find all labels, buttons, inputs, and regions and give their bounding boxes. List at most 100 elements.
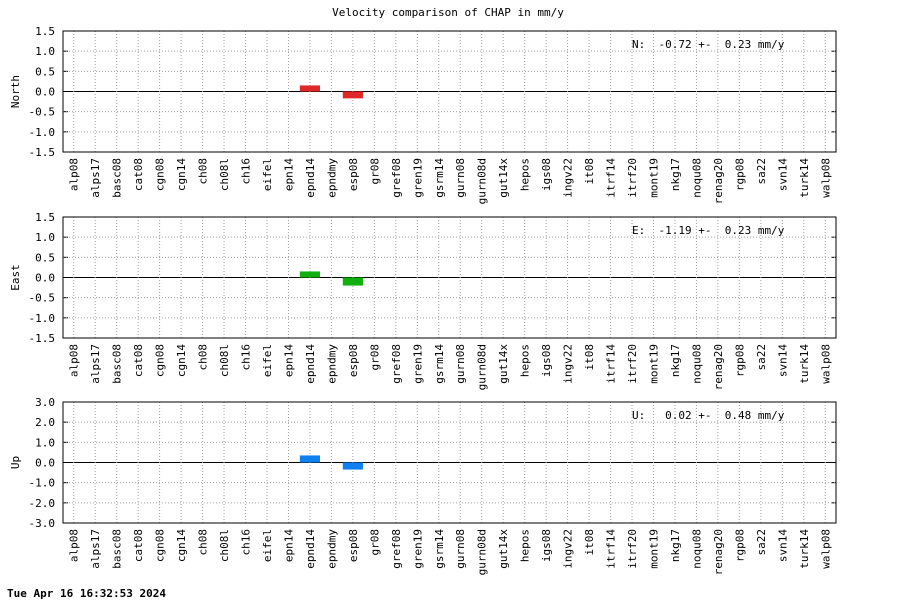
x-tick-label: itrf20 [626, 529, 639, 569]
x-tick-label: epndmy [325, 529, 338, 569]
x-tick-label: mont19 [647, 158, 660, 198]
x-tick-label: ingv22 [562, 529, 575, 569]
x-tick-label: eifel [261, 344, 274, 377]
annotation: N: -0.72 +- 0.23 mm/y [632, 38, 785, 51]
x-tick-label: renag20 [712, 529, 725, 575]
y-tick-label: -0.5 [29, 292, 56, 305]
x-tick-label: gurn08 [454, 529, 467, 569]
x-tick-label: gut14x [497, 529, 510, 569]
x-tick-label: ingv22 [562, 158, 575, 198]
x-tick-label: gren19 [411, 344, 424, 384]
x-tick-label: epn14 [282, 344, 295, 377]
bar [342, 462, 363, 470]
x-tick-label: igs08 [540, 158, 553, 191]
x-tick-label: svn14 [776, 344, 789, 377]
x-tick-label: noqu08 [690, 344, 703, 384]
x-tick-label: it08 [583, 344, 596, 371]
y-tick-label: 1.0 [35, 231, 55, 244]
y-tick-label: 0.0 [35, 86, 55, 99]
x-tick-label: svn14 [776, 158, 789, 191]
x-tick-label: hepos [519, 529, 532, 562]
x-tick-label: gren19 [411, 158, 424, 198]
y-tick-label: 2.0 [35, 416, 55, 429]
bar [299, 85, 321, 92]
x-tick-label: epnd14 [304, 158, 317, 198]
plot-frame [62, 216, 837, 339]
x-tick-label: nkg17 [669, 158, 682, 191]
x-tick-label: eifel [261, 158, 274, 191]
annotation: E: -1.19 +- 0.23 mm/y [632, 224, 785, 237]
x-tick-label: gurn08d [476, 344, 489, 390]
x-tick-label: sa22 [755, 158, 768, 185]
x-tick-label: walp08 [819, 529, 832, 569]
x-tick-label: epndmy [325, 158, 338, 198]
y-tick-label: -1.5 [29, 146, 56, 159]
x-tick-label: esp08 [347, 344, 360, 377]
x-tick-label: gurn08 [454, 344, 467, 384]
x-tick-label: alps17 [89, 158, 102, 198]
x-tick-label: cgn14 [175, 529, 188, 562]
y-axis-label: Up [9, 456, 22, 469]
x-tick-label: gurn08d [476, 529, 489, 575]
y-tick-label: 1.5 [35, 211, 55, 224]
plot-frame [62, 401, 837, 524]
x-tick-label: rgp08 [733, 529, 746, 562]
x-tick-label: itrf20 [626, 344, 639, 384]
x-tick-label: alp08 [68, 158, 81, 191]
x-tick-label: walp08 [819, 158, 832, 198]
x-tick-label: alp08 [68, 344, 81, 377]
x-tick-label: basc08 [111, 158, 124, 198]
x-tick-label: ch08 [197, 158, 210, 185]
y-tick-label: 0.5 [35, 65, 55, 78]
x-tick-label: ch08 [197, 344, 210, 371]
y-tick-label: -1.0 [29, 477, 56, 490]
x-tick-label: alp08 [68, 529, 81, 562]
y-tick-label: 3.0 [35, 396, 55, 409]
x-tick-label: mont19 [647, 344, 660, 384]
x-tick-label: esp08 [347, 158, 360, 191]
x-tick-label: itrf14 [605, 158, 618, 198]
x-tick-label: cat08 [132, 529, 145, 562]
x-tick-label: noqu08 [690, 158, 703, 198]
x-tick-label: ch08l [218, 158, 231, 191]
x-tick-label: epn14 [282, 158, 295, 191]
x-tick-label: renag20 [712, 344, 725, 390]
x-tick-label: cgn08 [154, 158, 167, 191]
x-tick-label: gref08 [390, 344, 403, 384]
y-tick-label: -1.0 [29, 312, 56, 325]
x-tick-label: turk14 [798, 344, 811, 384]
x-tick-label: renag20 [712, 158, 725, 204]
x-tick-label: esp08 [347, 529, 360, 562]
x-tick-label: hepos [519, 158, 532, 191]
x-tick-label: walp08 [819, 344, 832, 384]
y-tick-label: 1.0 [35, 45, 55, 58]
annotation: U: 0.02 +- 0.48 mm/y [632, 409, 785, 422]
x-tick-label: cat08 [132, 344, 145, 377]
x-tick-label: ch16 [240, 158, 253, 185]
x-tick-label: gref08 [390, 158, 403, 198]
x-tick-label: ch16 [240, 529, 253, 556]
x-tick-label: igs08 [540, 344, 553, 377]
y-tick-label: 0.0 [35, 457, 55, 470]
x-tick-label: it08 [583, 529, 596, 556]
x-tick-label: gut14x [497, 344, 510, 384]
x-tick-label: gsrm14 [433, 529, 446, 569]
x-tick-label: alps17 [89, 529, 102, 569]
x-tick-label: mont19 [647, 529, 660, 569]
x-tick-label: cgn08 [154, 529, 167, 562]
y-tick-label: -3.0 [29, 517, 56, 530]
x-tick-label: gurn08d [476, 158, 489, 204]
bar [342, 91, 363, 99]
footer: Tue Apr 16 16:32:53 2024 [7, 587, 166, 600]
plot-frame [62, 30, 837, 153]
x-tick-label: alps17 [89, 344, 102, 384]
x-tick-label: turk14 [798, 158, 811, 198]
x-tick-label: gr08 [368, 158, 381, 185]
x-tick-label: sa22 [755, 529, 768, 556]
x-tick-label: noqu08 [690, 529, 703, 569]
x-tick-label: itrf20 [626, 158, 639, 198]
y-tick-label: -0.5 [29, 106, 56, 119]
x-tick-label: eifel [261, 529, 274, 562]
